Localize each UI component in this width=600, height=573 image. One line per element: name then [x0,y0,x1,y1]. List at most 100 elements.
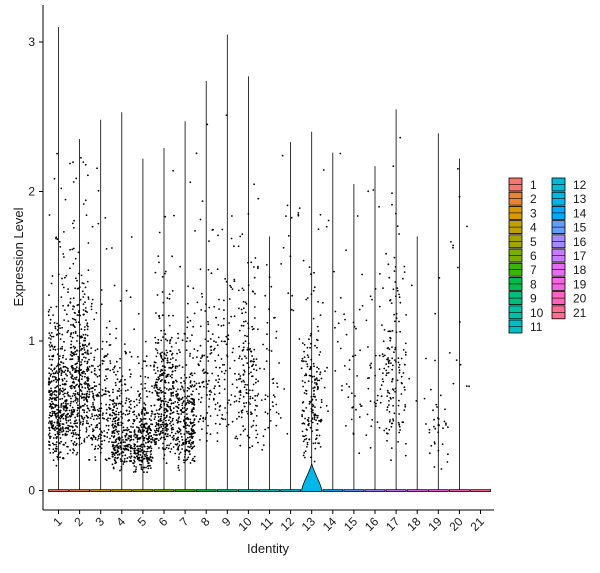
cell-point-1 [54,325,57,328]
cell-point-8 [207,424,209,427]
cell-point-1 [50,373,52,376]
cell-point-2 [69,449,72,451]
cell-point-5 [132,422,135,425]
cell-point-12 [281,154,284,157]
cell-point-4 [117,411,120,414]
cell-point-11 [261,448,264,451]
cell-point-11 [263,368,266,370]
cell-point-16 [383,367,386,370]
cell-point-5 [147,429,149,431]
cell-point-3 [90,436,93,439]
cell-point-10 [243,402,245,405]
cell-point-10 [253,276,256,279]
cell-point-1 [48,427,51,429]
cell-point-10 [244,311,247,314]
cell-point-7 [176,412,179,415]
cell-point-1 [55,381,58,383]
cell-point-2 [76,413,79,416]
cell-point-6 [164,417,167,419]
cell-point-4 [124,383,127,386]
cell-point-2 [87,174,89,177]
cell-point-13 [313,390,315,392]
cell-point-5 [133,328,136,330]
cell-point-3 [108,406,110,409]
cell-point-19 [433,442,436,445]
cell-point-1 [59,390,61,392]
cell-point-6 [164,369,166,372]
cell-point-6 [165,354,168,357]
cell-point-6 [171,373,173,376]
cell-point-10 [244,301,247,304]
cell-point-7 [181,402,184,405]
cell-point-5 [143,424,146,427]
cell-point-2 [74,377,76,379]
legend-label-6: 6 [530,249,537,263]
cell-point-2 [82,161,85,164]
cell-point-2 [69,373,72,375]
cell-point-4 [113,432,116,434]
cell-point-5 [146,454,148,457]
cell-point-3 [108,320,111,323]
cell-point-6 [161,429,164,432]
cell-point-10 [252,424,254,427]
cell-point-4 [129,452,132,455]
cell-point-1 [47,381,50,384]
cell-point-6 [154,383,157,385]
cell-point-7 [193,418,196,420]
cell-point-6 [167,389,170,391]
cell-point-4 [128,412,131,415]
cell-point-17 [387,371,390,374]
cell-point-10 [244,334,246,337]
cell-point-2 [74,432,77,434]
cell-point-17 [386,439,388,442]
cell-point-13 [320,419,323,422]
cell-point-2 [73,433,75,436]
cell-point-7 [185,430,188,433]
cell-point-3 [92,406,95,408]
cell-point-7 [187,321,189,324]
cell-point-3 [105,412,108,415]
cell-point-3 [109,413,111,416]
cell-point-4 [127,398,130,400]
cell-point-1 [54,447,57,450]
cell-point-9 [216,402,219,404]
cell-point-16 [369,364,371,367]
cell-point-14 [325,225,328,228]
cell-point-10 [237,245,240,248]
cell-point-3 [96,439,99,441]
cell-point-9 [230,237,233,240]
cell-point-3 [92,434,94,437]
cell-point-1 [48,355,50,357]
cell-point-10 [241,287,244,290]
cell-point-10 [243,346,245,349]
cell-point-10 [257,197,260,200]
cell-point-6 [155,429,158,432]
cell-point-13 [315,437,318,440]
cell-point-13 [318,434,321,437]
cell-point-3 [103,435,106,437]
cell-point-3 [90,302,93,305]
cell-point-3 [90,387,92,390]
cell-point-4 [125,460,128,463]
cell-point-7 [175,394,177,396]
cell-point-4 [127,437,130,440]
cell-point-3 [94,445,97,448]
cell-point-7 [193,424,195,427]
cell-point-1 [54,327,57,330]
cell-point-13 [311,403,314,406]
cell-point-13 [301,380,304,382]
cell-point-4 [129,457,132,459]
cell-point-7 [180,408,183,411]
cell-point-2 [69,162,71,165]
cell-point-5 [134,433,137,435]
cell-point-5 [145,437,148,440]
cell-point-1 [62,253,65,255]
cell-point-6 [169,358,172,360]
cell-point-3 [92,418,95,421]
cell-point-1 [62,430,65,432]
cell-point-7 [179,265,182,268]
cell-point-4 [112,403,114,406]
cell-point-3 [100,447,103,450]
cell-point-5 [148,435,151,438]
cell-point-13 [300,367,303,370]
